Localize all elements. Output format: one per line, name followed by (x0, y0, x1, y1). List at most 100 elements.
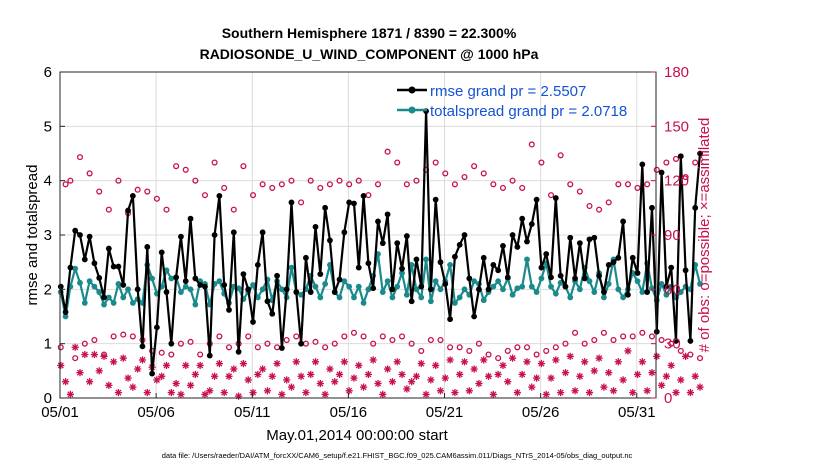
totalspread-point (600, 294, 607, 301)
totalspread-point (663, 291, 670, 298)
obs-possible-point (596, 206, 603, 213)
totalspread-point (615, 286, 622, 293)
rmse-point (283, 286, 290, 293)
totalspread-point (360, 300, 367, 306)
obs-assimilated-point (225, 372, 233, 380)
obs-possible-point (495, 355, 502, 362)
obs-possible-point (437, 336, 444, 344)
totalspread-point (91, 283, 98, 290)
obs-possible-point (283, 336, 290, 344)
obs-possible-point (389, 336, 396, 344)
obs-assimilated-point (489, 390, 497, 398)
obs-possible-point (115, 177, 122, 184)
obs-possible-point (374, 181, 382, 188)
obs-assimilated-point (364, 370, 372, 379)
obs-assimilated-point (167, 388, 175, 397)
rmse-point (524, 238, 530, 245)
obs-possible-point (398, 333, 406, 340)
rmse-point (591, 234, 598, 241)
obs-assimilated-point (504, 378, 512, 386)
rmse-point (129, 192, 136, 199)
obs-possible-point (687, 351, 694, 358)
obs-assimilated-point (643, 387, 651, 395)
rmse-point (226, 307, 232, 313)
totalspread-point (346, 283, 353, 290)
chart-subtitle: RADIOSONDE_U_WIND_COMPONENT @ 1000 hPa (200, 46, 539, 62)
rmse-point (288, 199, 295, 206)
rmse-point (668, 264, 675, 271)
rmse-point (96, 275, 103, 281)
rmse-point (384, 211, 391, 218)
obs-assimilated-point (465, 387, 473, 395)
rmse-point (365, 260, 372, 267)
rmse-point (586, 236, 593, 243)
totalspread-point (384, 278, 391, 285)
totalspread-point (697, 281, 703, 287)
rmse-point (341, 229, 348, 236)
rmse-point (322, 204, 329, 211)
obs-possible-point (552, 344, 559, 351)
totalspread-point (351, 294, 357, 301)
obs-possible-point (490, 181, 497, 188)
totalspread-point (278, 286, 285, 293)
totalspread-point (634, 278, 641, 285)
x-tick-label: 05/06 (137, 404, 175, 421)
y-axis-left: 0 1 2 3 4 5 6 (44, 64, 65, 407)
obs-assimilated-point (71, 343, 79, 351)
rmse-point (230, 229, 237, 236)
obs-assimilated-point (432, 361, 440, 369)
y-tick-label: 3 (44, 227, 52, 244)
obs-assimilated-point (66, 390, 74, 398)
obs-possible-point (442, 170, 449, 177)
y-tick-label: 6 (44, 64, 52, 81)
totalspread-point (461, 286, 468, 293)
totalspread-point (298, 291, 304, 298)
obs-assimilated-point (86, 378, 94, 386)
rmse-point (653, 328, 660, 335)
totalspread-point (254, 294, 261, 301)
obs-assimilated-point (662, 372, 670, 380)
rmse-point (629, 254, 636, 261)
rmse-point (644, 289, 651, 295)
obs-assimilated-point (162, 361, 171, 369)
obs-assimilated-point (484, 372, 493, 380)
totalspread-point (322, 281, 329, 287)
obs-assimilated-point (388, 378, 397, 386)
obs-assimilated-point (215, 359, 223, 368)
totalspread-point (120, 294, 127, 301)
rmse-point (649, 204, 655, 211)
totalspread-point (312, 283, 319, 290)
rmse-point (514, 244, 521, 250)
totalspread-point (182, 283, 189, 290)
totalspread-point (77, 279, 83, 286)
rmse-point (105, 245, 112, 252)
obs-assimilated-point (576, 372, 584, 380)
obs-assimilated-point (677, 376, 685, 384)
rmse-point (413, 256, 420, 263)
obs-possible-point (692, 159, 699, 166)
obs-possible-point (264, 340, 271, 347)
rmse-point (504, 274, 511, 281)
obs-possible-point (562, 340, 569, 347)
rmse-point (437, 259, 444, 266)
totalspread-point (355, 283, 362, 290)
obs-assimilated-point (153, 376, 161, 384)
obs-assimilated-point (105, 381, 113, 389)
rmse-point (206, 352, 213, 359)
obs-assimilated-point (441, 374, 449, 382)
rmse-point (408, 298, 415, 305)
obs-possible-point (538, 159, 545, 166)
obs-assimilated-point (633, 370, 642, 379)
obs-possible-point (672, 155, 680, 162)
y-axis-right: 0 30 60 90 120 150 180 (651, 64, 689, 407)
obs-possible-point (394, 159, 401, 166)
obs-assimilated-point (422, 390, 430, 398)
totalspread-point (336, 294, 343, 301)
obs-possible-point (192, 177, 199, 184)
totalspread-point (519, 283, 526, 290)
rmse-point (605, 261, 612, 268)
obs-possible-point (418, 347, 425, 354)
obs-assimilated-point (124, 374, 132, 382)
obs-possible-point (514, 344, 521, 351)
rmse-point (557, 272, 564, 279)
